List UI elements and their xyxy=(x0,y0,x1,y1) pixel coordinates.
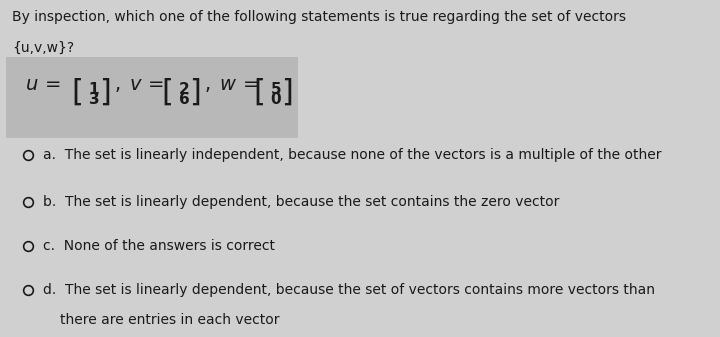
Text: 5: 5 xyxy=(271,82,281,97)
Text: {u,v,w}?: {u,v,w}? xyxy=(12,40,75,55)
Text: 2: 2 xyxy=(179,82,189,97)
Text: $u\,=\,$: $u\,=\,$ xyxy=(24,75,60,94)
Text: $,\;w\,=\,$: $,\;w\,=\,$ xyxy=(204,75,258,94)
FancyBboxPatch shape xyxy=(6,57,298,138)
Text: By inspection, which one of the following statements is true regarding the set o: By inspection, which one of the followin… xyxy=(12,10,626,24)
Text: [: [ xyxy=(71,78,84,107)
Text: a.  The set is linearly independent, because none of the vectors is a multiple o: a. The set is linearly independent, beca… xyxy=(43,148,662,162)
Text: $,\;v\,=\,$: $,\;v\,=\,$ xyxy=(114,75,163,94)
Text: [: [ xyxy=(253,78,265,107)
Text: ]: ] xyxy=(99,78,111,107)
Text: ]: ] xyxy=(189,78,201,107)
Text: 1: 1 xyxy=(89,82,99,97)
Text: [: [ xyxy=(161,78,174,107)
Text: 3: 3 xyxy=(89,92,99,107)
Text: 0: 0 xyxy=(271,92,281,107)
Text: 6: 6 xyxy=(179,92,189,107)
Text: d.  The set is linearly dependent, because the set of vectors contains more vect: d. The set is linearly dependent, becaus… xyxy=(43,283,655,297)
Text: c.  None of the answers is correct: c. None of the answers is correct xyxy=(43,239,276,253)
Text: ]: ] xyxy=(281,78,293,107)
Text: b.  The set is linearly dependent, because the set contains the zero vector: b. The set is linearly dependent, becaus… xyxy=(43,195,560,209)
Text: there are entries in each vector: there are entries in each vector xyxy=(60,313,279,327)
